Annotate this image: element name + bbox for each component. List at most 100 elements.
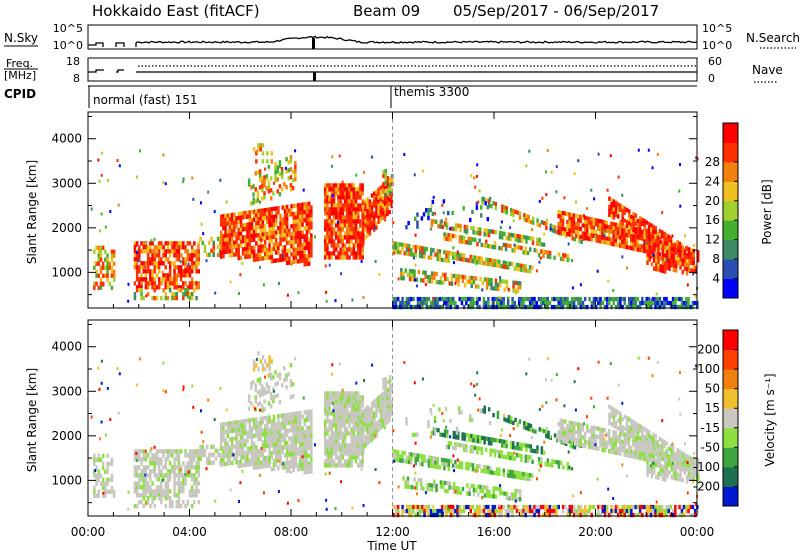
data-cell	[227, 246, 230, 250]
data-cell	[522, 301, 525, 305]
data-cell	[167, 257, 170, 261]
data-cell	[191, 485, 194, 489]
data-cell	[134, 257, 137, 261]
data-cell	[246, 239, 249, 243]
data-cell	[220, 459, 223, 463]
data-cell	[288, 469, 291, 473]
data-cell	[664, 245, 667, 249]
data-cell	[271, 219, 274, 223]
data-cell	[420, 486, 423, 490]
data-cell	[417, 453, 420, 457]
data-cell	[206, 461, 209, 465]
data-cell	[206, 253, 209, 257]
data-cell	[339, 427, 342, 431]
data-cell	[255, 363, 258, 367]
data-cell	[229, 253, 232, 257]
data-cell	[517, 497, 520, 501]
data-cell	[310, 441, 313, 445]
data-cell	[579, 235, 582, 239]
data-cell	[100, 270, 103, 274]
data-cell	[471, 210, 474, 214]
data-cell	[246, 243, 249, 247]
data-cell	[459, 253, 462, 257]
data-cell	[93, 486, 96, 490]
data-cell	[257, 449, 260, 453]
data-cell	[167, 489, 170, 493]
data-cell	[362, 449, 365, 453]
data-cell	[623, 453, 626, 457]
data-cell	[375, 402, 378, 406]
data-cell	[494, 438, 497, 442]
data-cell	[375, 194, 378, 198]
data-cell	[413, 273, 416, 277]
data-cell	[295, 464, 298, 468]
data-cell	[235, 444, 238, 448]
data-cell	[224, 250, 227, 254]
data-cell	[176, 265, 179, 269]
data-cell	[324, 459, 327, 463]
data-cell	[560, 423, 563, 427]
data-cell	[657, 248, 660, 252]
data-cell	[549, 301, 552, 305]
data-cell	[279, 230, 282, 234]
data-cell	[277, 393, 280, 397]
data-cell	[339, 399, 342, 403]
data-cell	[220, 243, 223, 247]
data-cell	[242, 463, 245, 467]
data-cell	[362, 241, 365, 245]
data-cell	[328, 239, 331, 243]
data-cell	[255, 159, 258, 163]
data-cell	[154, 245, 157, 249]
data-cell	[590, 233, 593, 237]
data-cell	[240, 256, 243, 260]
data-cell	[335, 411, 338, 415]
data-cell	[176, 292, 179, 296]
data-cell	[227, 462, 230, 466]
data-cell	[337, 435, 340, 439]
data-cell	[233, 221, 236, 225]
noise-cell	[571, 259, 573, 262]
data-cell	[143, 249, 146, 253]
data-cell	[421, 458, 424, 462]
data-cell	[189, 273, 192, 277]
data-cell	[273, 231, 276, 235]
data-cell	[282, 257, 285, 261]
data-cell	[400, 272, 403, 276]
data-cell	[357, 435, 360, 439]
data-cell	[308, 462, 311, 466]
data-cell	[98, 490, 101, 494]
data-cell	[346, 251, 349, 255]
data-cell	[421, 246, 424, 250]
data-cell	[220, 231, 223, 235]
data-cell	[260, 461, 263, 465]
data-cell	[308, 230, 311, 234]
data-cell	[564, 439, 567, 443]
noise-cell	[657, 153, 659, 156]
data-cell	[284, 445, 287, 449]
data-cell	[624, 301, 627, 305]
data-cell	[571, 429, 574, 433]
freq-panel: Freq. [MHz] 18 8 60 0 Nave	[4, 55, 783, 85]
data-cell	[266, 436, 269, 440]
noise-cell	[259, 266, 261, 269]
data-cell	[240, 448, 243, 452]
data-cell	[549, 255, 552, 259]
data-cell	[165, 489, 168, 493]
data-cell	[371, 205, 374, 209]
data-cell	[402, 272, 405, 276]
data-cell	[253, 446, 256, 450]
data-cell	[333, 247, 336, 251]
data-cell	[500, 264, 503, 268]
data-cell	[492, 245, 495, 249]
data-cell	[659, 301, 662, 305]
data-cell	[279, 238, 282, 242]
data-cell	[308, 246, 311, 250]
data-cell	[432, 212, 435, 216]
data-cell	[496, 263, 499, 267]
data-cell	[660, 240, 663, 244]
data-cell	[198, 465, 201, 469]
data-cell	[486, 486, 489, 490]
data-cell	[158, 477, 161, 481]
data-cell	[251, 434, 254, 438]
data-cell	[516, 453, 519, 457]
